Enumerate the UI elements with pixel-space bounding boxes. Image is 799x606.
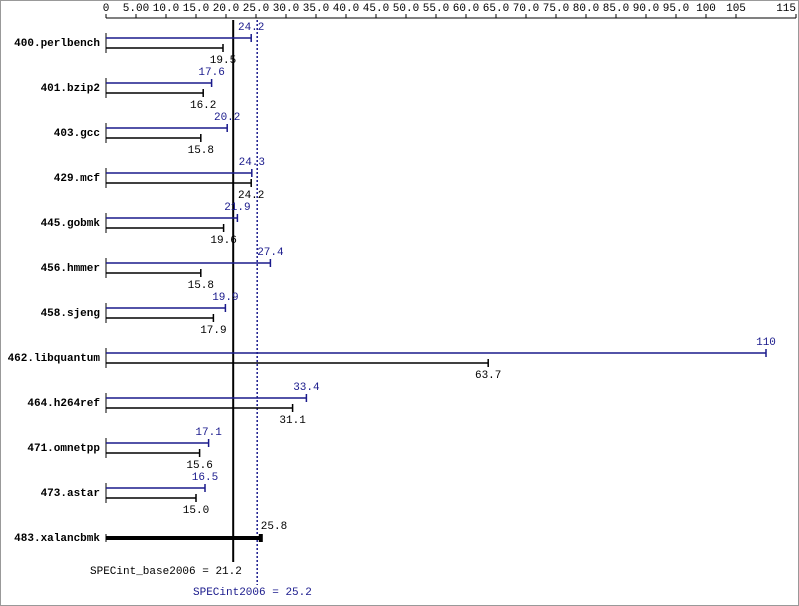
peak-score-value: 25.2 xyxy=(285,587,311,599)
x-tick-label: 50.0 xyxy=(393,3,419,15)
x-tick-label: 35.0 xyxy=(303,3,329,15)
value-label: 24.2 xyxy=(238,190,264,202)
category-label: 429.mcf xyxy=(54,173,101,185)
x-tick-label: 75.0 xyxy=(543,3,569,15)
x-tick-label: 85.0 xyxy=(603,3,629,15)
bar xyxy=(106,494,197,502)
category-label: 473.astar xyxy=(41,488,100,500)
value-label: 63.7 xyxy=(475,370,501,382)
x-tick-label: 90.0 xyxy=(633,3,659,15)
category-label: 464.h264ref xyxy=(27,398,100,410)
base-score: SPECint_base2006 = 21.2 xyxy=(90,566,242,578)
x-tick-label: 20.0 xyxy=(213,3,239,15)
bar xyxy=(106,259,272,267)
bar xyxy=(106,314,215,322)
value-label: 15.0 xyxy=(183,505,209,517)
bar xyxy=(106,79,213,87)
value-label: 20.2 xyxy=(214,112,240,124)
value-label: 17.1 xyxy=(195,427,222,439)
bar xyxy=(106,304,227,312)
value-label: 15.8 xyxy=(188,145,214,157)
x-tick-label: 40.0 xyxy=(333,3,359,15)
value-label: 19.6 xyxy=(210,235,236,247)
x-tick-label: 105 xyxy=(726,3,746,15)
bar xyxy=(106,269,202,277)
value-label: 110 xyxy=(756,337,776,349)
category-label: 445.gobmk xyxy=(41,218,101,230)
peak-score: SPECint2006 = 25.2 xyxy=(193,587,312,599)
x-tick-label: 115 xyxy=(776,3,796,15)
bar xyxy=(106,359,489,367)
x-tick-label: 60.0 xyxy=(453,3,479,15)
value-label: 19.5 xyxy=(210,55,236,67)
x-tick-label: 65.0 xyxy=(483,3,509,15)
value-label: 25.8 xyxy=(261,521,287,533)
category-label: 403.gcc xyxy=(54,128,100,140)
bar xyxy=(106,484,206,492)
x-tick-label: 45.0 xyxy=(363,3,389,15)
value-label: 24.3 xyxy=(239,157,265,169)
value-label: 16.2 xyxy=(190,100,216,112)
category-label: 483.xalancbmk xyxy=(14,533,100,545)
x-tick-label: 30.0 xyxy=(273,3,299,15)
bar xyxy=(106,124,228,132)
bar xyxy=(106,439,210,447)
bar xyxy=(106,214,239,222)
category-label: 401.bzip2 xyxy=(41,83,100,95)
x-tick-label: 55.0 xyxy=(423,3,449,15)
bar xyxy=(106,394,308,402)
x-tick-label: 95.0 xyxy=(663,3,689,15)
bar xyxy=(106,349,767,357)
value-label: 17.6 xyxy=(198,67,224,79)
bar xyxy=(106,534,263,542)
bar xyxy=(106,169,253,177)
bar xyxy=(106,134,202,142)
x-tick-label: 15.0 xyxy=(183,3,209,15)
bar xyxy=(106,449,201,457)
value-label: 19.9 xyxy=(212,292,238,304)
bar xyxy=(106,179,252,187)
x-tick-label: 0 xyxy=(103,3,110,15)
value-label: 33.4 xyxy=(293,382,320,394)
category-label: 456.hmmer xyxy=(41,263,100,275)
x-tick-label: 70.0 xyxy=(513,3,539,15)
value-label: 16.5 xyxy=(192,472,218,484)
x-tick-label: 10.0 xyxy=(153,3,179,15)
category-label: 462.libquantum xyxy=(8,353,101,365)
bar xyxy=(106,44,224,52)
x-tick-label: 25.0 xyxy=(243,3,269,15)
value-label: 24.2 xyxy=(238,22,264,34)
base-score-value: 21.2 xyxy=(215,566,241,578)
category-label: 400.perlbench xyxy=(14,38,100,50)
value-label: 15.6 xyxy=(186,460,212,472)
category-label: 471.omnetpp xyxy=(27,443,100,455)
x-tick-label: 80.0 xyxy=(573,3,599,15)
base-score-label: SPECint_base2006 = xyxy=(90,566,209,578)
bar xyxy=(106,89,204,97)
value-label: 31.1 xyxy=(279,415,306,427)
peak-score-label: SPECint2006 = xyxy=(193,587,279,599)
x-tick-label: 5.00 xyxy=(123,3,149,15)
x-tick-label: 100 xyxy=(696,3,716,15)
bar xyxy=(106,34,252,42)
bar xyxy=(106,224,225,232)
value-label: 27.4 xyxy=(257,247,284,259)
value-label: 17.9 xyxy=(200,325,226,337)
bar xyxy=(106,404,294,412)
value-label: 21.9 xyxy=(224,202,250,214)
value-label: 15.8 xyxy=(188,280,214,292)
category-label: 458.sjeng xyxy=(41,308,100,320)
